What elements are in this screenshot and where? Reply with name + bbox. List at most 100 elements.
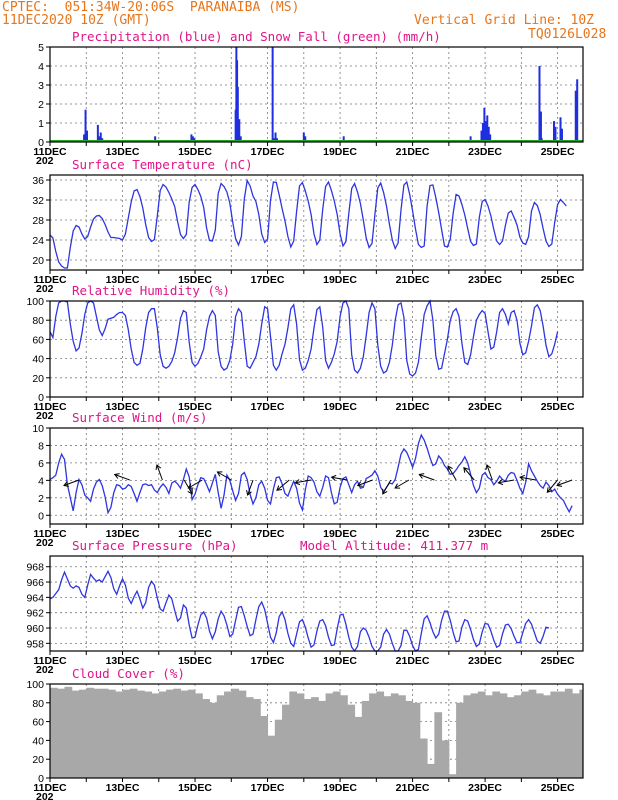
cloud-bar (477, 691, 486, 778)
x-tick-label: 19DEC (323, 274, 357, 286)
header-code: TQ0126L028 (528, 27, 607, 42)
wind-arrow (295, 479, 312, 484)
y-tick-label: 4 (38, 61, 44, 73)
y-tick-label: 0 (38, 773, 44, 785)
wind-arrow (276, 479, 290, 491)
wind-arrow (188, 479, 203, 489)
wind-arrow-head (63, 481, 69, 487)
cloud-bar (492, 691, 501, 778)
wind-arrow (382, 479, 392, 495)
wind-arrow (419, 474, 435, 481)
x-tick-label: 15DEC (178, 528, 212, 540)
cloud-bar (100, 688, 109, 778)
x-year-label: 202 (36, 283, 54, 295)
precip-bar (539, 111, 542, 142)
cloud-bar (115, 691, 124, 778)
y-tick-label: 20 (32, 255, 44, 267)
cloud-bar (311, 697, 319, 778)
x-tick-label: 13DEC (106, 401, 140, 413)
wind-arrow-head (113, 473, 120, 479)
cloud-bar (354, 716, 363, 778)
wind-arrow (183, 479, 193, 495)
header-station-line: CPTEC: 051:34W-20:06S PARANAIBA (MS) (2, 0, 300, 15)
panel-frame (49, 427, 584, 525)
wind-arrow (114, 474, 130, 481)
wind-arrow-head (556, 481, 563, 487)
y-tick-label: 5 (38, 42, 44, 54)
cloud-bar (216, 695, 225, 778)
cloud-bar (260, 715, 269, 778)
cloud-bar (173, 688, 182, 778)
wind-arrow-head (294, 479, 301, 486)
cloud-bar (202, 699, 211, 778)
cloud-bar (289, 691, 298, 778)
precip-bar (238, 119, 241, 142)
wind-arrow (247, 479, 254, 496)
x-tick-label: 23DEC (468, 146, 502, 158)
precip-bar (560, 128, 563, 142)
precip-bar (304, 136, 307, 142)
x-tick-label: 19DEC (323, 146, 357, 158)
precip-bar (552, 121, 555, 142)
cloud-bar (151, 693, 160, 778)
cloud-bar (564, 688, 573, 778)
cloud-bar (332, 691, 341, 778)
x-tick-label: 19DEC (323, 782, 357, 794)
cloud-bar (347, 704, 356, 778)
precip-bar (538, 66, 541, 142)
cloud-bar (267, 735, 276, 778)
x-tick-label: 21DEC (396, 401, 430, 413)
x-tick-label: 17DEC (251, 274, 285, 286)
precip-bar (486, 115, 489, 142)
wind-arrow-head (463, 466, 469, 473)
cloud-bar (71, 690, 80, 778)
wind-arrow-head (394, 483, 401, 489)
y-tick-label: 0 (38, 392, 44, 404)
y-tick-label: 80 (32, 698, 44, 710)
cloud-bar (108, 689, 116, 778)
model-altitude-label: Model Altitude: 411.377 m (300, 538, 488, 553)
wind-arrow-head (382, 488, 388, 495)
x-tick-label: 25DEC (541, 655, 575, 667)
precip-bar (302, 132, 305, 142)
cloud-bar (383, 696, 392, 778)
cloud-bar (253, 699, 261, 778)
precip-bar (96, 124, 99, 142)
wind-arrow-head (497, 479, 504, 486)
cloud-bar (224, 691, 232, 778)
precip-bar (274, 132, 277, 142)
x-tick-label: 15DEC (178, 401, 212, 413)
y-tick-label: 20 (32, 373, 44, 385)
precip-bar (342, 136, 345, 142)
x-year-label: 202 (36, 791, 54, 800)
chart-title: Surface Temperature (nC) (72, 157, 253, 172)
precip-bar (574, 90, 577, 142)
wind-arrow (394, 479, 410, 489)
precip-bar (483, 107, 486, 142)
header-date-line: 11DEC2020 10Z (GMT) (2, 13, 151, 28)
cloud-bar (427, 763, 435, 778)
x-tick-label: 17DEC (251, 528, 285, 540)
x-tick-label: 25DEC (541, 528, 575, 540)
y-tick-label: 0 (38, 137, 44, 149)
x-year-label: 202 (36, 664, 54, 676)
precip-bar (236, 86, 239, 142)
wind-arrow-head (447, 465, 453, 472)
x-tick-label: 25DEC (541, 274, 575, 286)
cloud-bar (209, 702, 218, 778)
wind-arrow (447, 465, 457, 481)
x-tick-label: 21DEC (396, 528, 430, 540)
x-tick-label: 15DEC (178, 655, 212, 667)
cloud-bar (144, 691, 153, 778)
x-tick-label: 25DEC (541, 401, 575, 413)
wind-arrow (556, 479, 573, 486)
wind-arrow-head (246, 490, 252, 496)
series-line (49, 299, 559, 377)
y-tick-label: 962 (26, 608, 44, 620)
cloud-bar (405, 700, 414, 778)
wind-arrow-head (485, 464, 492, 470)
x-tick-label: 11DEC (33, 274, 67, 286)
panel-frame (49, 46, 584, 143)
cloud-bar (137, 690, 145, 778)
cloud-bar (79, 689, 87, 778)
